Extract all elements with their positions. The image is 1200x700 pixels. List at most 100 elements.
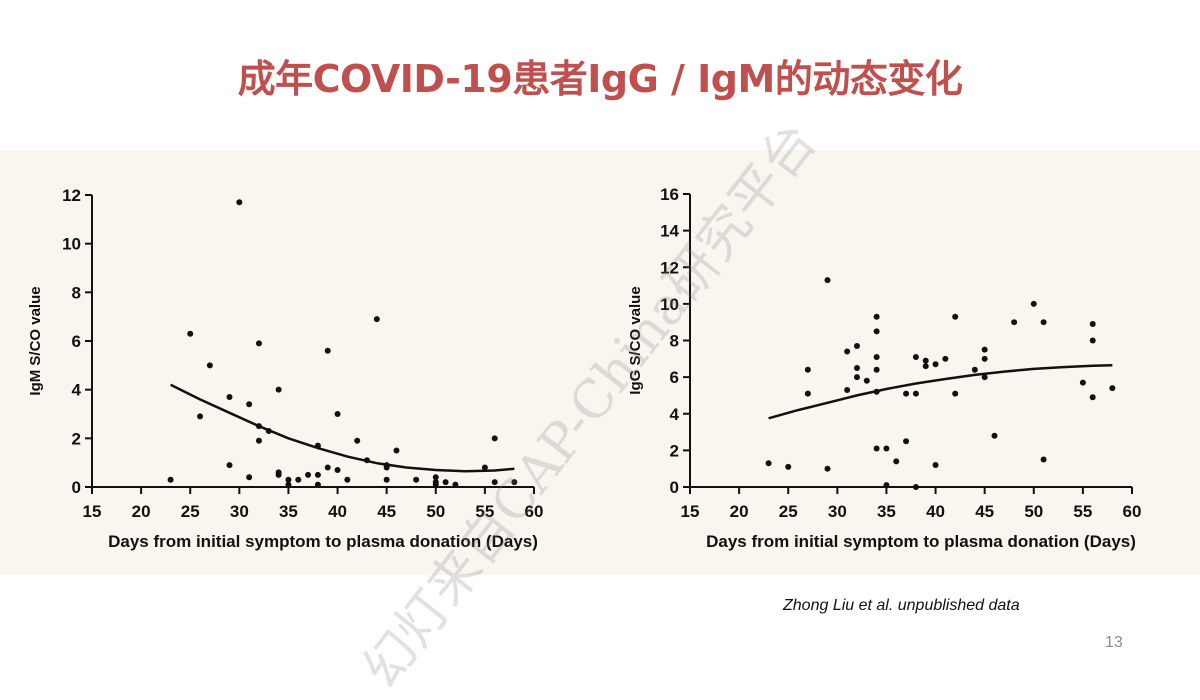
data-point: [942, 355, 949, 362]
data-point: [853, 374, 860, 381]
data-point: [354, 437, 361, 444]
data-point: [903, 390, 910, 397]
data-point: [853, 342, 860, 349]
data-point: [265, 428, 272, 435]
x-tick-label: 35: [279, 502, 298, 521]
data-point: [1079, 379, 1086, 386]
chart-band-background: [0, 150, 1200, 575]
data-point: [922, 363, 929, 370]
x-tick-label: 30: [230, 502, 249, 521]
data-point: [373, 316, 380, 323]
data-point: [873, 445, 880, 452]
data-point: [481, 464, 488, 471]
x-tick-label: 15: [83, 502, 102, 521]
data-point: [1030, 300, 1037, 307]
data-point: [932, 462, 939, 469]
data-point: [873, 313, 880, 320]
y-tick-label: 4: [670, 405, 680, 424]
data-point: [334, 466, 341, 473]
x-tick-label: 45: [975, 502, 994, 521]
x-tick-label: 45: [377, 502, 396, 521]
data-point: [922, 357, 929, 364]
x-tick-label: 15: [681, 502, 700, 521]
data-point: [324, 464, 331, 471]
data-point: [1040, 456, 1047, 463]
data-point: [804, 390, 811, 397]
data-point: [1089, 337, 1096, 344]
data-point: [432, 481, 439, 488]
data-point: [334, 411, 341, 417]
data-point: [785, 463, 792, 470]
data-point: [393, 447, 400, 454]
data-point: [255, 340, 262, 347]
y-tick-label: 10: [62, 235, 81, 254]
x-tick-label: 50: [1024, 502, 1043, 521]
y-tick-label: 6: [72, 332, 81, 351]
y-tick-label: 12: [62, 186, 81, 205]
data-point: [383, 476, 390, 483]
data-point: [765, 460, 772, 467]
data-point: [952, 390, 959, 397]
data-point: [952, 313, 959, 320]
data-point: [893, 458, 900, 465]
x-tick-label: 50: [426, 502, 445, 521]
y-tick-label: 10: [660, 295, 679, 314]
y-tick-label: 2: [72, 429, 81, 448]
y-tick-label: 0: [670, 478, 679, 497]
x-tick-label: 60: [525, 502, 544, 521]
fit-curve: [768, 363, 1113, 420]
data-point: [206, 362, 213, 369]
data-point: [844, 386, 851, 393]
x-tick-label: 20: [132, 502, 151, 521]
data-point: [226, 462, 233, 469]
data-point: [364, 457, 371, 464]
data-point: [824, 277, 831, 284]
data-point: [853, 364, 860, 371]
data-point: [285, 476, 292, 483]
data-point: [383, 464, 390, 471]
data-point: [246, 474, 253, 481]
data-source-credit: Zhong Liu et al. unpublished data: [783, 597, 1020, 614]
data-point: [197, 413, 204, 420]
y-axis-label: IgM S/CO value: [27, 286, 44, 395]
data-point: [873, 353, 880, 360]
data-point: [981, 355, 988, 362]
data-point: [932, 361, 939, 368]
x-axis-label: Days from initial symptom to plasma dona…: [108, 532, 538, 551]
y-tick-label: 0: [72, 478, 81, 497]
y-tick-label: 4: [72, 381, 82, 400]
data-point: [1040, 319, 1047, 326]
x-tick-label: 35: [877, 502, 896, 521]
data-point: [275, 386, 282, 393]
data-point: [442, 479, 449, 486]
data-point: [511, 479, 518, 486]
data-point: [255, 423, 262, 430]
data-point: [981, 374, 988, 381]
y-tick-label: 2: [670, 441, 679, 460]
data-point: [1109, 385, 1116, 392]
data-point: [413, 476, 420, 483]
data-point: [324, 347, 331, 354]
y-tick-label: 14: [660, 222, 679, 241]
y-tick-label: 6: [670, 368, 679, 387]
x-tick-label: 40: [328, 502, 347, 521]
data-point: [971, 366, 978, 373]
x-axis-label: Days from initial symptom to plasma dona…: [706, 532, 1136, 551]
data-point: [824, 465, 831, 472]
y-tick-label: 8: [670, 332, 679, 351]
fit-curve: [170, 383, 515, 473]
data-point: [187, 330, 194, 337]
slide-title: 成年COVID-19患者IgG / IgM的动态变化: [237, 57, 963, 101]
data-point: [873, 388, 880, 395]
data-point: [883, 445, 890, 452]
data-point: [883, 482, 890, 489]
data-point: [246, 401, 253, 408]
data-point: [491, 435, 498, 442]
data-point: [236, 199, 243, 206]
data-point: [1089, 394, 1096, 401]
igg-scatter-plot: 0 2 4 6 8 10 12 14 16 15 20 25 30 35 40 45 50 55 60 Days fr…: [627, 185, 1141, 551]
data-point: [873, 328, 880, 335]
data-point: [1011, 319, 1018, 326]
data-point: [844, 348, 851, 355]
data-point: [873, 366, 880, 373]
